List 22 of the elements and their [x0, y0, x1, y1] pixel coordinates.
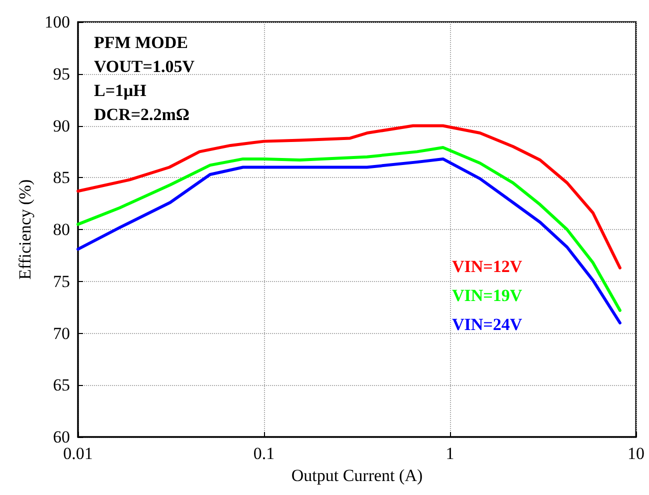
annotation: DCR=2.2mΩ	[94, 105, 190, 124]
x-axis-title: Output Current (A)	[291, 466, 423, 485]
y-tick-label: 95	[53, 64, 70, 84]
text: VIN=12V	[452, 257, 523, 276]
x-tick-label: 0.01	[63, 444, 93, 463]
y-tick-label: 100	[44, 12, 70, 32]
x-tick-label: 0.1	[253, 444, 275, 463]
y-tick-label: 65	[53, 376, 70, 395]
annotation: PFM MODE	[94, 33, 188, 52]
y-axis-title: Efficiency (%)	[16, 179, 35, 280]
annotation: VOUT=1.05V	[94, 57, 196, 76]
y-tick-label: 75	[53, 272, 70, 291]
y-tick-label: 80	[53, 220, 70, 239]
annotation: L=1μH	[94, 81, 146, 100]
y-tick-label: 70	[53, 324, 70, 343]
text: VIN=24V	[452, 315, 523, 334]
text: VIN=19V	[452, 286, 523, 305]
x-tick-label: 1	[446, 444, 454, 463]
y-tick-label: 90	[53, 116, 70, 136]
x-tick-label: 10	[628, 444, 644, 463]
y-tick-label: 60	[53, 428, 70, 446]
y-tick-label: 85	[53, 168, 70, 188]
